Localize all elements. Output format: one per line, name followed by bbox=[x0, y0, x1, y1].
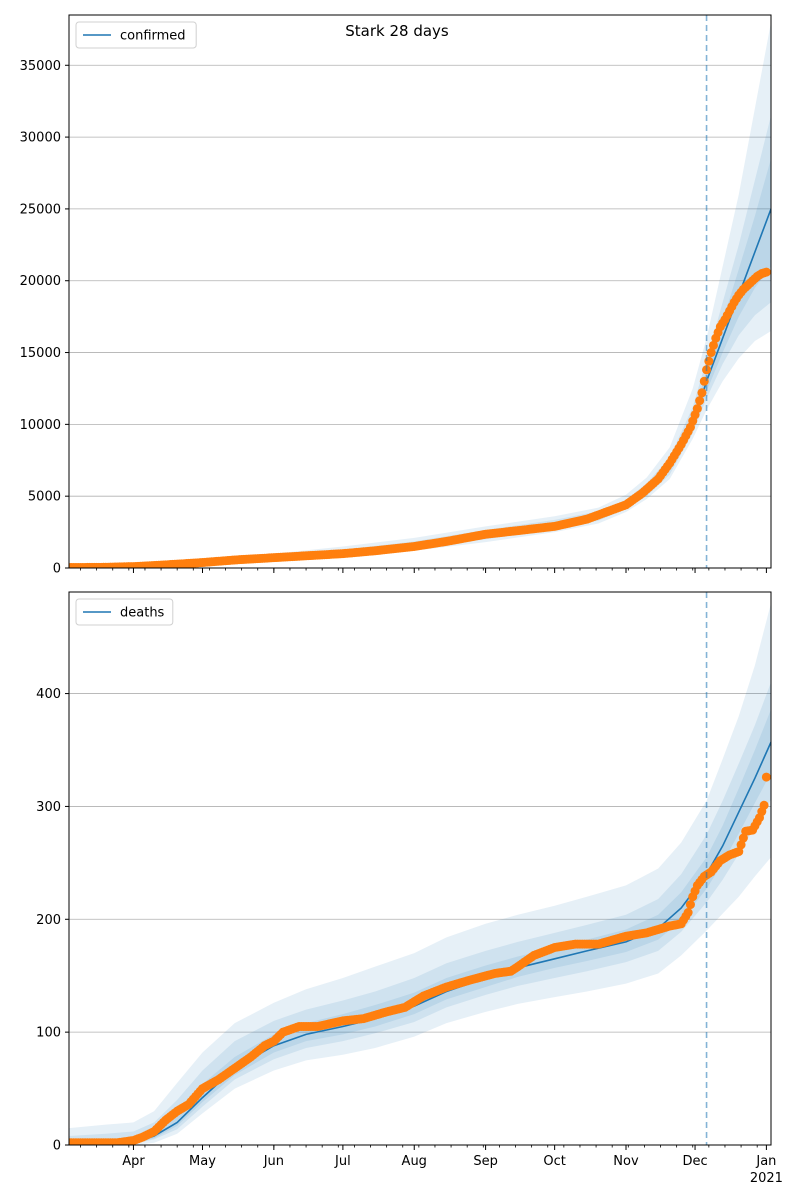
y-tick-label: 35000 bbox=[20, 59, 61, 74]
x-tick-label: Jun bbox=[263, 1154, 284, 1169]
axes-frame bbox=[68, 14, 772, 569]
observed-point bbox=[683, 908, 693, 918]
legend-box bbox=[75, 21, 197, 49]
x-tick-label: Aug bbox=[402, 1154, 427, 1169]
y-tick-label: 10000 bbox=[20, 418, 61, 433]
observed-point bbox=[697, 388, 707, 398]
legend: confirmed bbox=[75, 21, 197, 49]
y-tick-label: 0 bbox=[53, 1139, 61, 1154]
observed-point bbox=[734, 847, 744, 857]
x-tick-label: Sep bbox=[473, 1154, 498, 1169]
y-tick-label: 5000 bbox=[28, 490, 61, 505]
confirmed-panel: 0 5000 10000 15000 20000 25000 30000 35000 confi… bbox=[20, 14, 772, 577]
y-tick-label: 100 bbox=[36, 1026, 61, 1041]
legend: deaths bbox=[75, 598, 174, 626]
uncertainty-band-inner bbox=[69, 158, 771, 568]
uncertainty-band-middle bbox=[69, 682, 771, 1145]
legend-label: deaths bbox=[120, 606, 165, 621]
observed-point bbox=[695, 396, 705, 406]
observed-point bbox=[761, 267, 771, 277]
observed-point bbox=[699, 376, 709, 386]
x-tick-label: Oct bbox=[543, 1154, 565, 1169]
y-tick-label: 30000 bbox=[20, 131, 61, 146]
x-tick-label: Jan bbox=[755, 1154, 776, 1169]
x-tick-label: Nov bbox=[613, 1154, 639, 1169]
y-tick-label: 200 bbox=[36, 913, 61, 928]
observed-point bbox=[761, 772, 771, 782]
y-tick-label: 20000 bbox=[20, 274, 61, 289]
y-tick-label: 15000 bbox=[20, 346, 61, 361]
x-tick-label: Dec bbox=[682, 1154, 707, 1169]
observed-point bbox=[706, 348, 716, 358]
observed-point bbox=[692, 404, 702, 414]
observed-point bbox=[704, 356, 714, 366]
observed-point bbox=[759, 800, 769, 810]
legend-label: confirmed bbox=[120, 29, 186, 44]
x-tick-label: May bbox=[189, 1154, 216, 1169]
x-tick-year-label: 2021 bbox=[750, 1171, 783, 1186]
deaths-panel: 0 100 200 300 400 Apr May Jun Jul Aug Sep Oct Nov Dec… bbox=[36, 591, 783, 1186]
x-tick-label: Jul bbox=[334, 1154, 351, 1169]
observed-point bbox=[738, 833, 748, 843]
y-tick-label: 300 bbox=[36, 800, 61, 815]
model-line bbox=[69, 208, 771, 568]
uncertainty-band-outer bbox=[69, 603, 771, 1145]
observed-point bbox=[685, 900, 695, 910]
legend-box bbox=[75, 598, 174, 626]
axes-frame bbox=[68, 591, 772, 1146]
observed-point bbox=[736, 840, 746, 850]
uncertainty-band-outer bbox=[69, 22, 771, 568]
uncertainty-band-middle bbox=[69, 115, 771, 568]
figure-title: Stark 28 days bbox=[345, 22, 449, 40]
observed-point bbox=[708, 340, 718, 350]
y-tick-label: 400 bbox=[36, 687, 61, 702]
y-tick-label: 0 bbox=[53, 562, 61, 577]
x-tick-label: Apr bbox=[122, 1154, 145, 1169]
y-tick-label: 25000 bbox=[20, 202, 61, 217]
